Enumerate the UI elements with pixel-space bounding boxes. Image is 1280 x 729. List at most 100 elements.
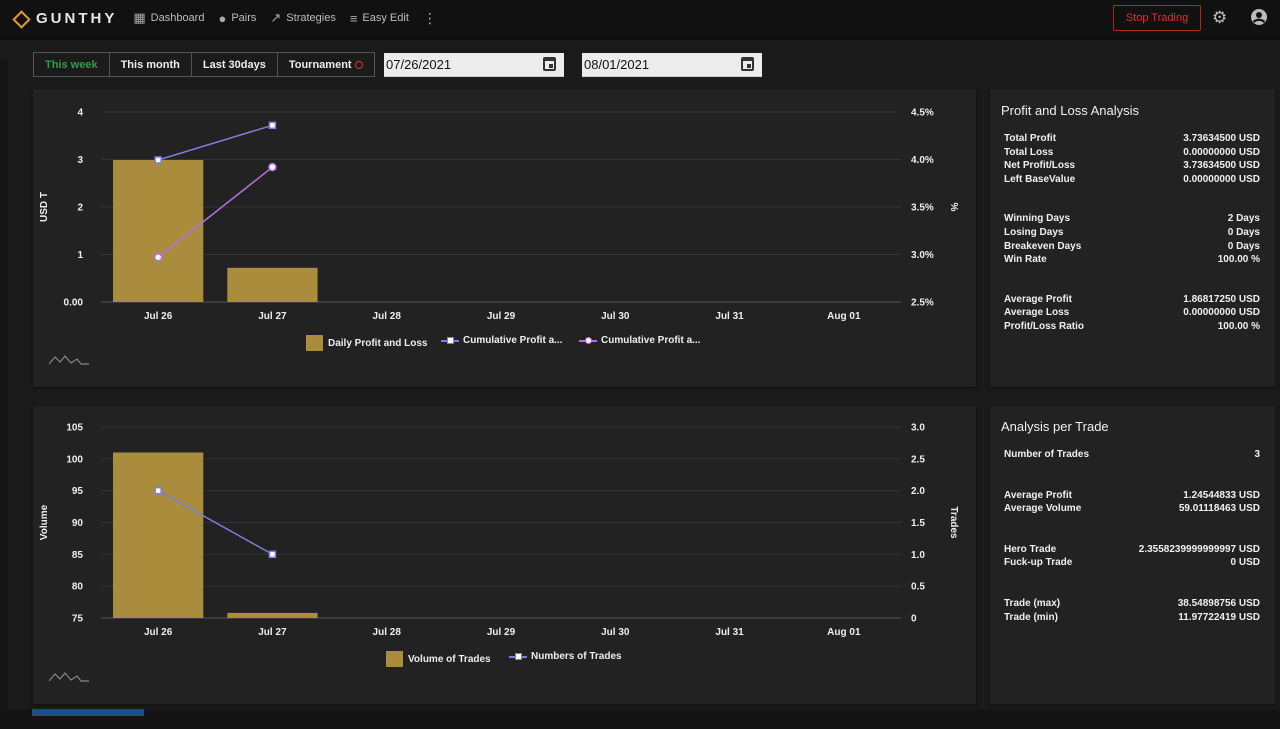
nav-strategies[interactable]: ↗ Strategies bbox=[270, 10, 335, 26]
y-tick-label: 105 bbox=[66, 423, 83, 434]
mini-chart-icon[interactable] bbox=[49, 353, 89, 365]
stat-value: 0 Days bbox=[1227, 240, 1260, 252]
stat-row: Average Volume 59.01118463 USD bbox=[1004, 503, 1260, 514]
data-point bbox=[154, 486, 162, 495]
legend-label: Numbers of Trades bbox=[531, 651, 622, 662]
nav-label: Dashboard bbox=[150, 12, 205, 24]
series-line bbox=[157, 166, 273, 258]
y2-axis-title: % bbox=[948, 203, 959, 212]
brand-logo[interactable]: GUNTHY bbox=[12, 10, 117, 27]
background-progress bbox=[32, 709, 144, 716]
more-vert-icon[interactable]: ⋮ bbox=[422, 9, 437, 26]
pnl-analysis-card: Profit and Loss Analysis Total Profit 3.7… bbox=[990, 89, 1275, 387]
stat-row: Total Profit 3.73634500 USD bbox=[1004, 133, 1260, 144]
nav-label: Strategies bbox=[286, 12, 336, 24]
nav-dashboard[interactable]: ▦ Dashboard bbox=[133, 10, 204, 26]
bar bbox=[227, 612, 318, 618]
data-point bbox=[268, 550, 277, 559]
stat-row: Average Profit 1.86817250 USD bbox=[1004, 294, 1260, 305]
stat-label: Win Rate bbox=[1004, 254, 1047, 266]
x-tick-label: Jul 28 bbox=[373, 311, 402, 322]
playlist-add-icon: ≡ bbox=[349, 10, 358, 26]
legend-volume[interactable]: Volume of Trades bbox=[386, 651, 491, 667]
pnl-chart: 0.00 1 2 3 4 2.5% 3.0% 3.5% 4.0% 4.5% Jul 26 Jul 27… bbox=[39, 108, 959, 323]
y2-tick-label: 4.5% bbox=[911, 108, 934, 119]
y2-tick-label: 3.0 bbox=[911, 423, 925, 434]
stat-label: Trade (max) bbox=[1004, 598, 1061, 609]
calendar-icon[interactable] bbox=[741, 57, 754, 71]
stat-row: Win Rate 100.00 % bbox=[1004, 254, 1260, 265]
legend-label: Cumulative Profit a... bbox=[463, 335, 563, 346]
stat-row: Profit/Loss Ratio 100.00 % bbox=[1004, 321, 1260, 332]
legend-daily-pnl[interactable]: Daily Profit and Loss bbox=[306, 335, 427, 351]
tab-last-30days[interactable]: Last 30days bbox=[192, 53, 278, 76]
y-tick-label: 85 bbox=[72, 550, 84, 561]
stat-value: 59.01118463 USD bbox=[1178, 503, 1260, 515]
stat-label: Number of Trades bbox=[1004, 449, 1090, 460]
start-date-field[interactable]: 07/26/2021 bbox=[384, 53, 564, 77]
nav-easy-edit[interactable]: ≡ Easy Edit bbox=[350, 11, 409, 26]
stat-label: Net Profit/Loss bbox=[1004, 160, 1076, 172]
stat-row: Trade (max) 38.54898756 USD bbox=[1004, 598, 1260, 609]
legend-cumulative-pct[interactable]: Cumulative Profit a... bbox=[579, 335, 700, 346]
y2-tick-label: 1.0 bbox=[911, 550, 925, 561]
stat-label: Average Volume bbox=[1004, 503, 1082, 515]
stat-value: 100.00 % bbox=[1217, 254, 1260, 266]
series-line bbox=[157, 124, 273, 161]
x-tick-label: Jul 26 bbox=[144, 627, 173, 638]
y2-tick-label: 0.5 bbox=[911, 582, 925, 593]
x-tick-label: Jul 30 bbox=[601, 311, 630, 322]
bar bbox=[113, 452, 204, 618]
legend-label: Cumulative Profit a... bbox=[601, 335, 701, 346]
x-tick-label: Jul 31 bbox=[715, 627, 744, 638]
calendar-icon[interactable] bbox=[543, 57, 556, 71]
legend-trades[interactable]: Numbers of Trades bbox=[509, 651, 622, 662]
stat-row: Hero Trade 2.3558239999999997 USD bbox=[1004, 544, 1260, 555]
nav-pairs[interactable]: ● Pairs bbox=[218, 11, 256, 26]
y-tick-label: 80 bbox=[72, 582, 84, 593]
y-tick-label: 75 bbox=[72, 614, 84, 625]
tab-this-week[interactable]: This week bbox=[34, 53, 110, 76]
stat-value: 1.24544833 USD bbox=[1183, 489, 1260, 501]
volume-chart-card: 75 80 85 90 95 100 105 0 0.5 1.0 1.5 2.0 2.5 3.0 Jul 2… bbox=[33, 406, 976, 704]
account-icon[interactable] bbox=[1250, 8, 1268, 31]
legend-swatch bbox=[306, 335, 323, 351]
tab-this-month[interactable]: This month bbox=[110, 53, 192, 76]
range-tabs: This week This month Last 30days Tournam… bbox=[33, 52, 375, 77]
pnl-chart-card: 0.00 1 2 3 4 2.5% 3.0% 3.5% 4.0% 4.5% Jul 26 Jul 27… bbox=[33, 89, 976, 387]
stat-value: 0.00000000 USD bbox=[1183, 173, 1260, 185]
gear-icon[interactable]: ⚙ bbox=[1212, 8, 1228, 27]
stat-value: 3.73634500 USD bbox=[1183, 160, 1260, 172]
stat-label: Winning Days bbox=[1004, 213, 1071, 225]
end-date-value: 08/01/2021 bbox=[584, 57, 650, 72]
stat-row: Winning Days 2 Days bbox=[1004, 213, 1260, 224]
stat-value: 0.00000000 USD bbox=[1183, 146, 1260, 158]
y2-tick-label: 0 bbox=[911, 614, 917, 625]
tournament-indicator-icon bbox=[354, 60, 363, 69]
stat-row: Average Profit 1.24544833 USD bbox=[1004, 490, 1260, 501]
background-footer bbox=[0, 709, 1280, 729]
y-tick-label: 0.00 bbox=[64, 298, 84, 309]
dashboard-icon: ▦ bbox=[133, 10, 146, 25]
x-tick-label: Jul 27 bbox=[258, 311, 287, 322]
stop-trading-button[interactable]: Stop Trading bbox=[1113, 5, 1201, 31]
y-tick-label: 90 bbox=[72, 518, 84, 529]
tab-tournament[interactable]: Tournament bbox=[278, 53, 374, 76]
stat-value: 100.00 % bbox=[1217, 321, 1260, 332]
x-tick-label: Aug 01 bbox=[827, 627, 861, 638]
data-point bbox=[268, 121, 277, 130]
mini-chart-icon[interactable] bbox=[49, 670, 89, 682]
y-axis-title: USD T bbox=[39, 192, 50, 222]
stat-value: 38.54898756 USD bbox=[1177, 598, 1260, 609]
stat-value: 2.3558239999999997 USD bbox=[1138, 543, 1260, 555]
stat-value: 0 USD bbox=[1230, 557, 1260, 569]
trending-icon: ↗ bbox=[270, 10, 282, 25]
legend-cumulative-usd[interactable]: Cumulative Profit a... bbox=[441, 335, 562, 346]
stat-row: Average Loss 0.00000000 USD bbox=[1004, 307, 1260, 318]
x-tick-label: Jul 31 bbox=[715, 311, 744, 322]
end-date-field[interactable]: 08/01/2021 bbox=[582, 53, 762, 77]
stat-label: Hero Trade bbox=[1004, 543, 1057, 555]
stat-row: Number of Trades 3 bbox=[1004, 449, 1260, 460]
x-tick-label: Jul 30 bbox=[601, 627, 630, 638]
series-line bbox=[157, 490, 273, 555]
